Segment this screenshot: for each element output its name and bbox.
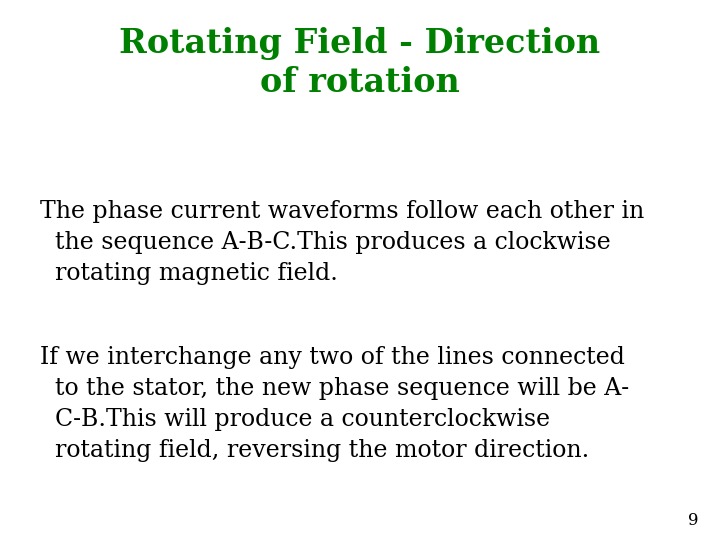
Text: 9: 9	[688, 512, 698, 529]
Text: If we interchange any two of the lines connected
  to the stator, the new phase : If we interchange any two of the lines c…	[40, 346, 629, 462]
Text: Rotating Field - Direction
of rotation: Rotating Field - Direction of rotation	[120, 27, 600, 99]
Text: The phase current waveforms follow each other in
  the sequence A-B-C.This produ: The phase current waveforms follow each …	[40, 200, 644, 285]
